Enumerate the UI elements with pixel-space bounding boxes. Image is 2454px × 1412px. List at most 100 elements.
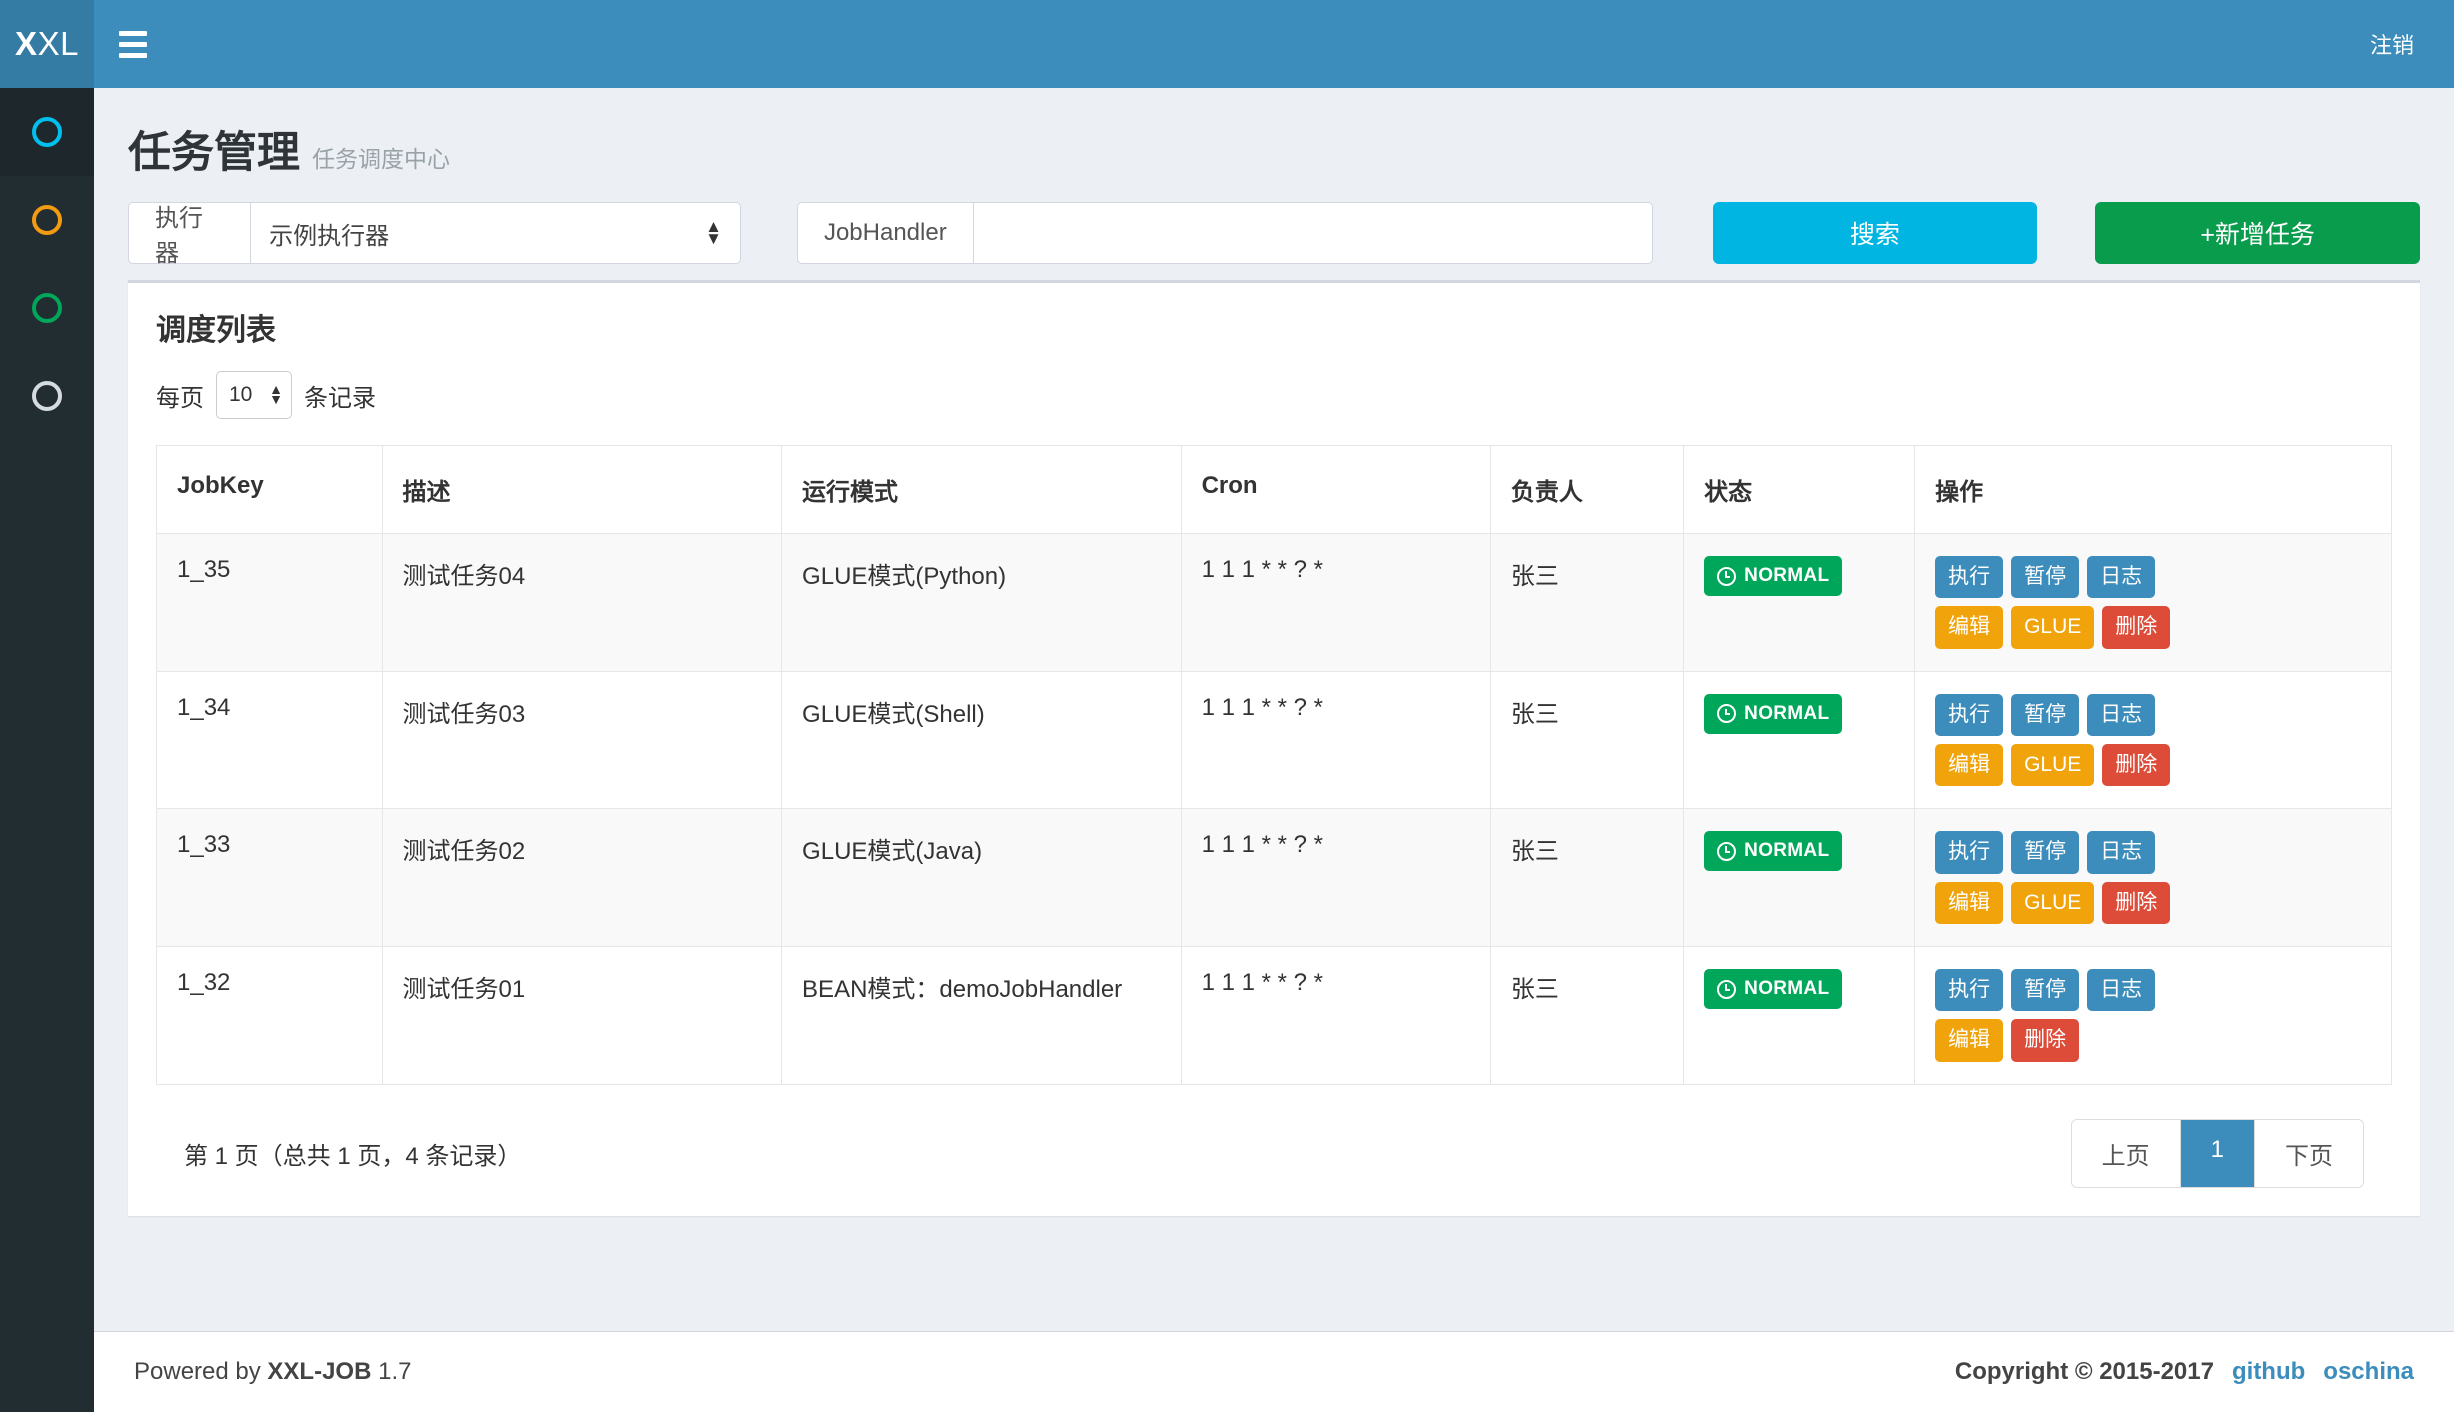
footer-right: Copyright © 2015-2017 github oschina	[1955, 1358, 2414, 1386]
op-button-日志[interactable]: 日志	[2087, 969, 2156, 1012]
box-body: 每页 10 ▲ ▼ 条记录 JobKey 描述	[128, 353, 2420, 1198]
box-title: 调度列表	[156, 314, 276, 347]
table-footer: 第 1 页（总共 1 页，4 条记录） 上页 1 下页	[156, 1085, 2392, 1198]
select-arrows-icon: ▲ ▼	[269, 381, 283, 407]
logo-rest-text: XL	[37, 25, 79, 62]
page-title-section: 任务管理 任务调度中心	[128, 112, 2420, 202]
table-row: 1_33 测试任务02 GLUE模式(Java) 1 1 1 * * ? * 张三 NOR…	[156, 808, 2392, 948]
executor-group: 执行器 示例执行器 ▲ ▼	[128, 202, 741, 267]
op-button-执行[interactable]: 执行	[1935, 831, 2004, 874]
status-badge: NORMAL	[1704, 693, 1843, 734]
add-job-button[interactable]: +新增任务	[2095, 202, 2420, 264]
navbar: 注销	[94, 0, 2454, 88]
op-button-编辑[interactable]: 编辑	[1935, 1019, 2004, 1062]
op-button-执行[interactable]: 执行	[1935, 969, 2004, 1012]
op-button-编辑[interactable]: 编辑	[1935, 881, 2004, 925]
executor-selected-value: 示例执行器	[269, 222, 390, 250]
executor-select[interactable]: 示例执行器 ▲ ▼	[250, 202, 741, 264]
op-button-编辑[interactable]: 编辑	[1935, 744, 2004, 787]
pagination-info: 第 1 页（总共 1 页，4 条记录）	[184, 1142, 522, 1170]
sidebar-item-1[interactable]	[0, 88, 94, 176]
clock-icon	[1717, 841, 1737, 861]
op-button-GLUE[interactable]: GLUE	[2011, 744, 2095, 787]
column-header-status: 状态	[1683, 445, 1916, 534]
page-length-value: 10	[229, 383, 253, 406]
op-button-暂停[interactable]: 暂停	[2011, 556, 2080, 599]
op-button-编辑[interactable]: 编辑	[1935, 606, 2004, 649]
cell-jobkey: 1_34	[156, 670, 383, 810]
pagination-page-1[interactable]: 1	[2180, 1119, 2255, 1187]
sidebar-item-4[interactable]	[0, 352, 94, 440]
op-button-GLUE[interactable]: GLUE	[2011, 881, 2095, 925]
pagination-next[interactable]: 下页	[2255, 1119, 2363, 1187]
top-header: X XL 注销	[0, 0, 2454, 88]
column-header-jobkey: JobKey	[156, 445, 383, 534]
status-badge-label: NORMAL	[1744, 702, 1830, 724]
cell-mode: BEAN模式：demoJobHandler	[781, 946, 1182, 1085]
cell-jobkey: 1_33	[156, 808, 383, 948]
job-table-head: JobKey 描述 运行模式 Cron 负责人 状态 操作	[156, 445, 2392, 534]
page-length-select[interactable]: 10 ▲ ▼	[216, 371, 292, 419]
op-button-暂停[interactable]: 暂停	[2011, 969, 2080, 1012]
cell-status: NORMAL	[1683, 946, 1916, 1085]
body-wrapper: 任务管理 任务调度中心 执行器 示例执行器 ▲ ▼ JobHandler	[0, 88, 2454, 1412]
job-list-box: 调度列表 每页 10 ▲ ▼ 条记录	[128, 280, 2420, 1216]
cell-operations: 执行 暂停 日志编辑 GLUE 删除	[1914, 670, 2392, 810]
pagination-prev[interactable]: 上页	[2071, 1119, 2181, 1187]
copyright-text: Copyright © 2015-2017	[1954, 1358, 2214, 1385]
status-badge-label: NORMAL	[1744, 978, 1830, 1000]
op-button-执行[interactable]: 执行	[1935, 556, 2004, 599]
cell-cron: 1 1 1 * * ? *	[1180, 808, 1491, 948]
operation-button-group: 执行 暂停 日志编辑 GLUE 删除	[1935, 556, 2185, 649]
sidebar-item-2[interactable]	[0, 176, 94, 264]
op-button-日志[interactable]: 日志	[2087, 556, 2156, 599]
app-logo[interactable]: X XL	[0, 0, 94, 88]
op-button-GLUE[interactable]: GLUE	[2011, 606, 2095, 649]
content-column: 任务管理 任务调度中心 执行器 示例执行器 ▲ ▼ JobHandler	[94, 88, 2454, 1412]
op-button-删除[interactable]: 删除	[2102, 881, 2171, 925]
cell-cron: 1 1 1 * * ? *	[1180, 946, 1491, 1085]
cell-operations: 执行 暂停 日志编辑 删除	[1914, 946, 2392, 1085]
status-badge-label: NORMAL	[1744, 565, 1830, 586]
oschina-link[interactable]: oschina	[2323, 1358, 2414, 1385]
op-button-执行[interactable]: 执行	[1935, 693, 2004, 737]
op-button-暂停[interactable]: 暂停	[2011, 693, 2080, 737]
job-table-body: 1_35 测试任务04 GLUE模式(Python) 1 1 1 * * ? * 张三 N…	[156, 533, 2392, 1085]
cell-status: NORMAL	[1683, 670, 1916, 810]
status-badge: NORMAL	[1704, 556, 1843, 596]
cell-desc: 测试任务02	[381, 808, 783, 948]
operation-button-group: 执行 暂停 日志编辑 GLUE 删除	[1935, 831, 2185, 925]
github-link[interactable]: github	[2231, 1358, 2306, 1385]
cell-operations: 执行 暂停 日志编辑 GLUE 删除	[1914, 533, 2392, 672]
logo-bold-text: X	[15, 25, 38, 62]
sidebar-item-3[interactable]	[0, 264, 94, 352]
column-header-desc: 描述	[381, 445, 783, 534]
operation-button-group: 执行 暂停 日志编辑 GLUE 删除	[1935, 693, 2185, 787]
cell-jobkey: 1_35	[156, 533, 383, 672]
operation-button-group: 执行 暂停 日志编辑 删除	[1935, 969, 2185, 1062]
cell-user: 张三	[1489, 670, 1685, 810]
op-button-删除[interactable]: 删除	[2011, 1019, 2080, 1062]
search-button[interactable]: 搜索	[1712, 202, 2038, 264]
jobhandler-input[interactable]	[991, 218, 1634, 248]
logout-button[interactable]: 注销	[2369, 33, 2414, 58]
op-button-删除[interactable]: 删除	[2102, 744, 2171, 787]
op-button-日志[interactable]: 日志	[2087, 693, 2156, 737]
clock-icon	[1717, 704, 1737, 724]
page-length-prefix: 每页	[156, 384, 204, 412]
page-subtitle: 任务调度中心	[312, 146, 450, 172]
table-header-row: JobKey 描述 运行模式 Cron 负责人 状态 操作	[156, 445, 2392, 534]
page-length-suffix: 条记录	[304, 384, 376, 412]
executor-label: 执行器	[128, 202, 251, 267]
status-badge-label: NORMAL	[1744, 840, 1830, 862]
op-button-暂停[interactable]: 暂停	[2011, 831, 2080, 874]
op-button-日志[interactable]: 日志	[2087, 831, 2156, 874]
hamburger-icon[interactable]	[94, 0, 172, 88]
status-badge: NORMAL	[1704, 831, 1843, 872]
hamburger-bar	[119, 30, 147, 36]
cell-jobkey: 1_32	[156, 946, 383, 1085]
op-button-删除[interactable]: 删除	[2102, 606, 2171, 649]
cell-mode: GLUE模式(Java)	[781, 808, 1182, 948]
hamburger-bar	[119, 41, 147, 47]
